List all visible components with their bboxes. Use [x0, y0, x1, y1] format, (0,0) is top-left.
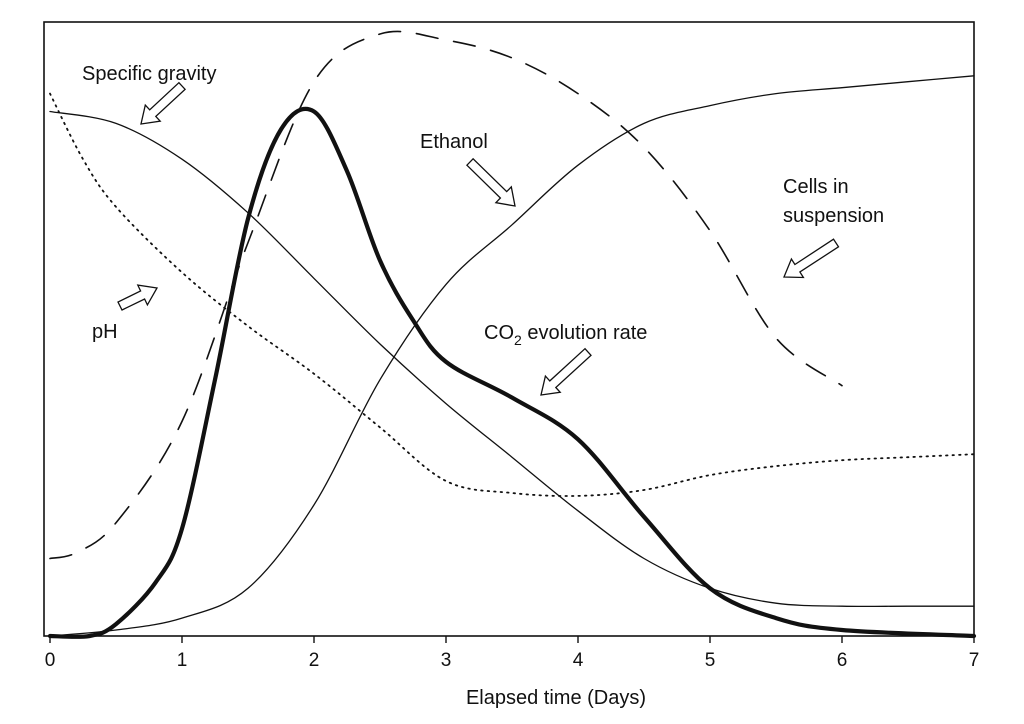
series-ethanol-line	[49, 75, 975, 637]
x-tick-label: 1	[177, 650, 188, 671]
co2-label-suffix: evolution rate	[522, 322, 648, 344]
series-ph-line	[49, 92, 975, 497]
x-tick-label: 5	[705, 650, 716, 671]
specific-gravity-arrow-icon	[140, 81, 187, 125]
annotation-arrows	[117, 81, 840, 396]
x-tick-label: 7	[969, 650, 980, 671]
x-axis-ticks: 0 1 2 3 4 5 6 7	[45, 636, 980, 671]
co2-label-subscript: 2	[514, 332, 522, 348]
x-tick-label: 4	[573, 650, 584, 671]
x-axis-label: Elapsed time (Days)	[466, 687, 646, 709]
series-cells-in-suspension-line	[49, 30, 843, 560]
plot-frame	[43, 21, 975, 637]
cells-arrow-icon	[783, 238, 840, 279]
co2-label-prefix: CO	[484, 322, 514, 344]
ph-arrow-icon	[117, 284, 159, 311]
ethanol-label: Ethanol	[420, 131, 488, 153]
ph-label: pH	[92, 321, 118, 343]
series-co2-evolution-rate-line	[47, 106, 977, 639]
x-tick-label: 2	[309, 650, 320, 671]
co2-label: CO2 evolution rate	[484, 322, 647, 348]
x-tick-label: 6	[837, 650, 848, 671]
specific-gravity-label: Specific gravity	[82, 63, 217, 85]
series-specific-gravity-line	[49, 110, 975, 608]
cells-label-line1: Cells in	[783, 176, 849, 198]
x-tick-label: 3	[441, 650, 452, 671]
series-group	[47, 30, 977, 639]
cells-label-line2: suspension	[783, 205, 884, 227]
x-tick-label: 0	[45, 650, 56, 671]
ethanol-arrow-icon	[465, 157, 516, 207]
co2-arrow-icon	[540, 347, 592, 396]
